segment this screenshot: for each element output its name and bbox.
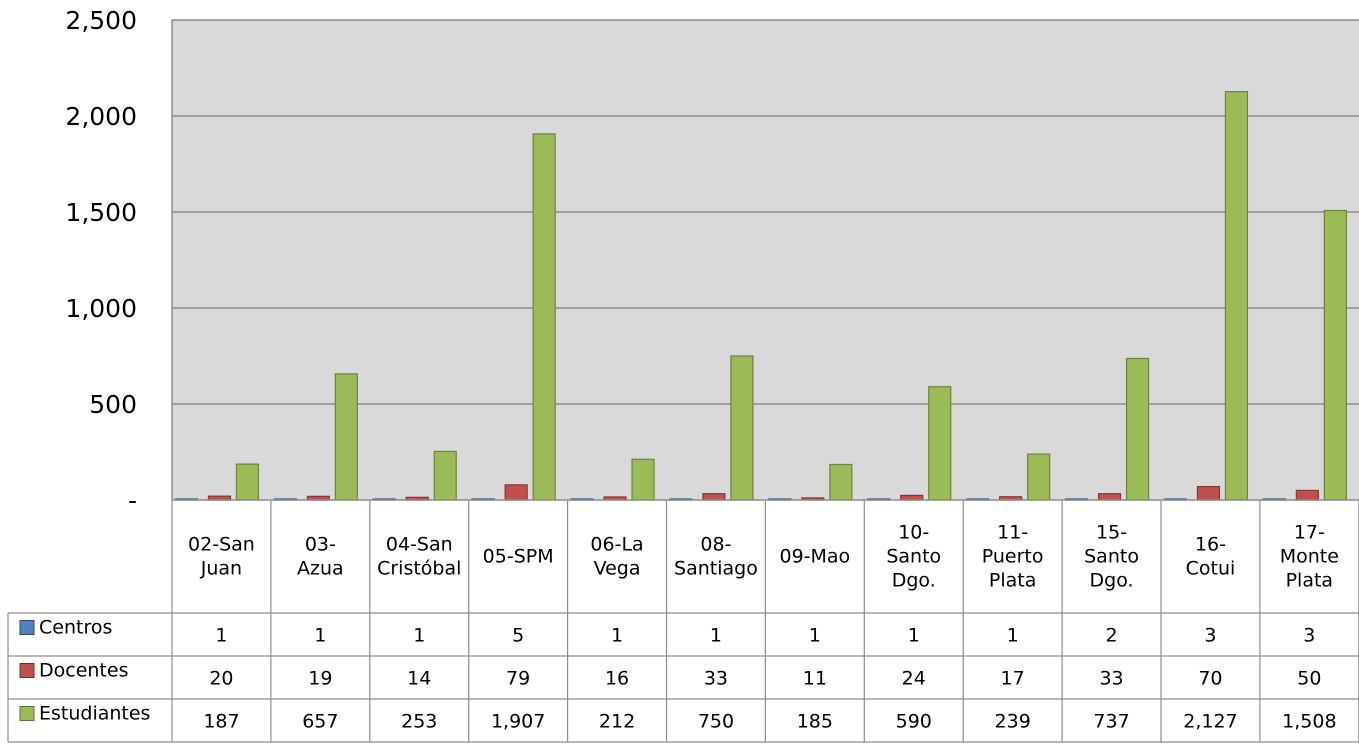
bar-estudiantes — [631, 458, 655, 501]
data-label: 1 — [710, 625, 722, 647]
data-label: 187 — [203, 711, 239, 733]
y-tick-label: 500 — [89, 390, 137, 419]
bar-estudiantes — [829, 463, 853, 501]
data-label: 657 — [302, 711, 338, 733]
data-label: 79 — [506, 668, 530, 690]
data-label: 212 — [599, 711, 635, 733]
category-label: 08- — [700, 534, 731, 556]
data-label: 590 — [896, 711, 932, 733]
y-tick-label: 2,000 — [65, 102, 137, 131]
bar-estudiantes — [532, 133, 556, 501]
bar-docentes — [1196, 485, 1221, 501]
data-label: 70 — [1198, 668, 1222, 690]
category-label: 17- — [1294, 522, 1325, 544]
bar-estudiantes — [1224, 91, 1249, 501]
data-label: 239 — [995, 711, 1031, 733]
category-label: Vega — [594, 558, 641, 580]
data-label: 2 — [1106, 625, 1118, 647]
bar-estudiantes — [928, 386, 952, 501]
category-label: 15- — [1096, 522, 1127, 544]
category-label: 16- — [1195, 534, 1226, 556]
category-label: Juan — [200, 558, 242, 580]
data-label: 3 — [1204, 625, 1216, 647]
bar-estudiantes — [1125, 357, 1150, 501]
data-label: 14 — [407, 668, 431, 690]
data-label: 1 — [908, 625, 920, 647]
data-label: 737 — [1093, 711, 1129, 733]
category-label: 04-San — [386, 534, 453, 556]
data-label: 185 — [797, 711, 833, 733]
category-label: 05-SPM — [483, 546, 554, 568]
category-label: 03- — [305, 534, 336, 556]
bar-estudiantes — [1323, 209, 1347, 501]
category-label: Monte — [1280, 546, 1339, 568]
data-label: 1 — [809, 625, 821, 647]
data-label: 750 — [698, 711, 734, 733]
category-label: 10- — [898, 522, 929, 544]
legend-label-docentes: Docentes — [39, 660, 128, 682]
data-label: 2,127 — [1183, 711, 1237, 733]
category-label: Santo — [886, 546, 941, 568]
data-label: 33 — [1099, 668, 1123, 690]
data-label: 1 — [314, 625, 326, 647]
data-label: 1 — [1007, 625, 1019, 647]
data-label: 1 — [611, 625, 623, 647]
category-label: Santo — [1084, 546, 1139, 568]
category-label: Santiago — [674, 558, 758, 580]
category-label: Plata — [1286, 570, 1333, 592]
category-label: 02-San — [188, 534, 255, 556]
data-label: 11 — [803, 668, 827, 690]
bar-estudiantes — [235, 463, 260, 501]
data-label: 1 — [215, 625, 227, 647]
bar-estudiantes — [1027, 453, 1051, 501]
data-label: 1 — [413, 625, 425, 647]
category-label: Azua — [297, 558, 344, 580]
y-tick-label: 1,000 — [65, 294, 137, 323]
bar-docentes — [504, 484, 528, 501]
data-label: 20 — [209, 668, 233, 690]
data-label: 5 — [512, 625, 524, 647]
bar-docentes — [1295, 489, 1319, 501]
bar-estudiantes — [334, 373, 358, 501]
data-label: 3 — [1303, 625, 1315, 647]
category-label: Cristóbal — [377, 558, 461, 580]
legend-label-estudiantes: Estudiantes — [39, 703, 150, 725]
legend-label-centros: Centros — [39, 617, 112, 639]
legend-key-docentes — [19, 663, 35, 678]
category-label: Puerto — [982, 546, 1044, 568]
bar-estudiantes — [730, 355, 754, 501]
category-label: Dgo. — [892, 570, 936, 592]
data-label: 1,508 — [1282, 711, 1336, 733]
plot-area — [172, 20, 1359, 500]
data-label: 19 — [308, 668, 332, 690]
data-label: 16 — [605, 668, 629, 690]
category-label: Cotui — [1186, 558, 1236, 580]
y-tick-label: 1,500 — [65, 198, 137, 227]
bar-docentes — [1097, 493, 1122, 501]
legend-key-centros — [19, 620, 35, 635]
category-label: 11- — [997, 522, 1028, 544]
data-label: 33 — [704, 668, 728, 690]
data-label: 50 — [1297, 668, 1321, 690]
bar-docentes — [702, 493, 726, 501]
data-label: 1,907 — [491, 711, 545, 733]
category-label: 09-Mao — [779, 546, 850, 568]
category-label: Dgo. — [1090, 570, 1134, 592]
y-tick-label: 2,500 — [65, 6, 137, 35]
y-tick-label: - — [128, 486, 137, 515]
category-label: 06-La — [590, 534, 643, 556]
legend-key-estudiantes — [19, 706, 35, 721]
data-label: 17 — [1001, 668, 1025, 690]
category-label: Plata — [989, 570, 1036, 592]
data-label: 24 — [902, 668, 926, 690]
data-label: 253 — [401, 711, 437, 733]
bar-estudiantes — [433, 450, 457, 501]
